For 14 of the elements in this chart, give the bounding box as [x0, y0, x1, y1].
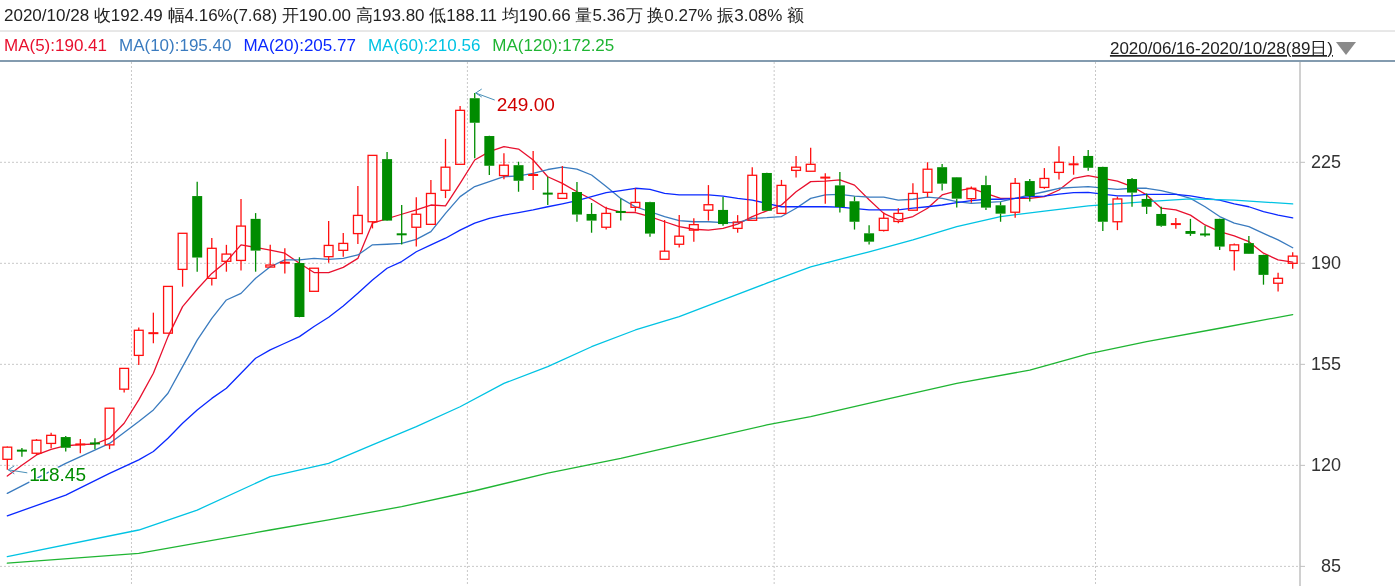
text: MA(20):205.77	[243, 36, 356, 55]
y-tick-label: 85	[1320, 556, 1341, 577]
y-tick-label: 155	[1310, 354, 1341, 375]
text: MA(5):190.41	[4, 36, 107, 55]
text: MA(10):195.40	[119, 36, 232, 55]
y-tick-label: 225	[1310, 152, 1341, 173]
chart-title: 2020/10/28 收192.49 幅4.16%(7.68) 开190.00 高193.80 低188.11 均190.66 量5.36万 换0.27% 振3.08% 额	[4, 6, 805, 25]
y-tick-label: 120	[1310, 455, 1341, 476]
text: MA(60):210.56	[367, 36, 481, 55]
y-tick-label: 190	[1310, 253, 1341, 274]
line-series	[6, 313, 1294, 564]
chart-subtitle: 2020/06/16-2020/10/28(89日)	[1109, 39, 1333, 58]
text: MA(120):172.25	[492, 36, 615, 55]
annotation: 249.00	[496, 94, 555, 116]
